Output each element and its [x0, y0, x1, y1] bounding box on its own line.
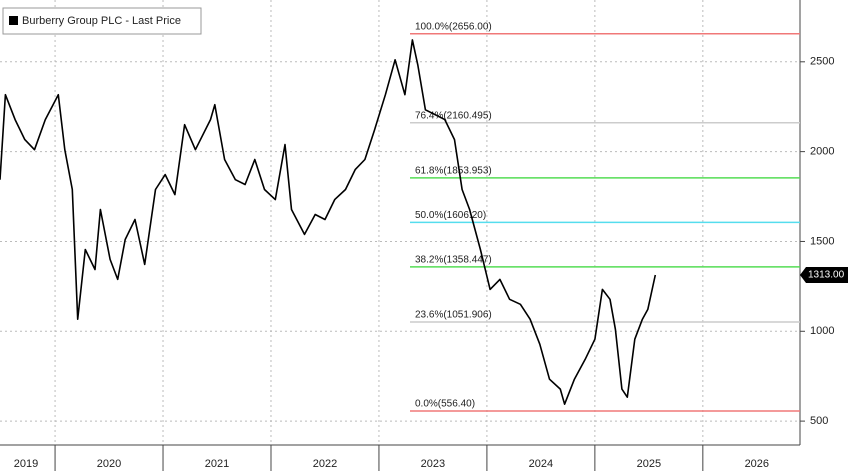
y-tick-label: 2000 — [810, 146, 834, 158]
fib-label: 38.2%(1358.447) — [415, 255, 492, 266]
x-tick-label: 2022 — [313, 458, 337, 470]
x-tick-label: 2021 — [205, 458, 229, 470]
x-tick-label: 2023 — [421, 458, 445, 470]
last-price-label: 1313.00 — [808, 270, 845, 281]
legend-box — [2, 7, 202, 35]
x-tick-label: 2019 — [14, 458, 38, 470]
fib-label: 50.0%(1606.20) — [415, 210, 486, 221]
last-price-tag — [800, 267, 848, 284]
price-line — [0, 39, 657, 405]
y-tick-label: 2500 — [810, 56, 834, 68]
x-tick-label: 2024 — [529, 458, 553, 470]
x-tick-label: 2026 — [745, 458, 769, 470]
y-tick-label: 500 — [810, 415, 828, 427]
legend-swatch — [9, 16, 18, 25]
fib-label: 100.0%(2656.00) — [415, 21, 492, 32]
fib-label: 23.6%(1051.906) — [415, 310, 492, 321]
y-tick-label: 1000 — [810, 325, 834, 337]
legend-label: Burberry Group PLC - Last Price — [22, 15, 181, 27]
x-tick-label: 2025 — [637, 458, 661, 470]
legend: Burberry Group PLC - Last Price — [2, 7, 202, 35]
y-tick-label: 1500 — [810, 235, 834, 247]
fib-label: 76.4%(2160.495) — [415, 110, 492, 121]
x-tick-label: 2020 — [97, 458, 121, 470]
fib-label: 0.0%(556.40) — [415, 399, 475, 410]
fib-label: 61.8%(1853.953) — [415, 166, 492, 177]
